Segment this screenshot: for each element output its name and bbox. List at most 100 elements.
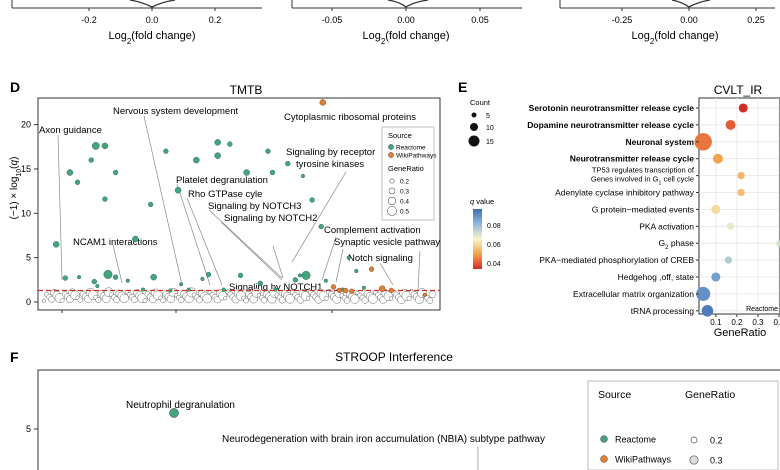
legend-d: Source Reactome WikiPathways GeneRatio 0… — [381, 126, 437, 221]
reactome-point — [174, 186, 182, 194]
y-tick-label: 5 — [26, 424, 31, 434]
volcano-curve — [671, 0, 711, 8]
reactome-point — [269, 169, 276, 176]
reactome-point — [297, 273, 302, 278]
legend-count-label: 15 — [486, 139, 494, 146]
legend-reactome-swatch — [388, 144, 394, 150]
panel-e: E CVLT_IR Count 5 10 15 q value — [458, 79, 780, 339]
reactome-point — [361, 285, 366, 290]
term-label: G protein−mediated events — [592, 204, 694, 214]
reactome-point — [132, 235, 139, 243]
panel-letter: E — [458, 79, 467, 95]
legend-wikipathways-swatch — [388, 152, 394, 158]
annotation-nbia: Neurodegeneration with brain iron accumu… — [222, 434, 545, 445]
tick-label: 0.00 — [397, 15, 415, 25]
legend-count-swatch — [468, 135, 480, 147]
x-axis: 0.1 0.2 0.3 0.4 — [696, 107, 780, 327]
legend-size-label: 0.3 — [400, 189, 409, 196]
q-tick-label: 0.08 — [487, 223, 501, 230]
tick-label: -0.05 — [322, 15, 343, 25]
term-label: tRNA processing — [631, 306, 695, 316]
reactome-point — [147, 201, 154, 208]
reactome-point — [179, 282, 184, 287]
legend-size-label: 0.3 — [710, 456, 723, 466]
term-labels: Serotonin neurotransmitter release cycle… — [527, 103, 695, 316]
tick-label: 0.05 — [471, 15, 489, 25]
tick-label: 0.0 — [146, 15, 159, 25]
annotation-rho-gtpase: Rho GTPase cyle — [188, 189, 262, 200]
nonsignificant-point — [113, 296, 120, 303]
wikipathways-point — [378, 285, 386, 292]
reactome-point — [257, 280, 263, 287]
gridlines — [699, 98, 780, 314]
reactome-point — [91, 142, 100, 150]
volcano-curve — [387, 0, 429, 8]
x-axis-label: Log2(fold change) — [108, 30, 195, 46]
reactome-point — [214, 139, 221, 146]
wikipathways-point — [330, 284, 337, 290]
reactome-point — [265, 148, 271, 154]
term-label: Extracellular matrix organization — [573, 289, 694, 299]
nonsignificant-point — [426, 297, 434, 304]
reactome-point — [292, 277, 299, 283]
reactome-point — [76, 275, 82, 280]
reactome-point — [309, 197, 315, 203]
reactome-point — [354, 268, 359, 274]
legend-count: Count 5 10 15 — [468, 98, 494, 147]
term-label: PKA−mediated phosphorylation of CREB — [539, 255, 694, 265]
legend-qvalue: q value 0.08 0.06 0.04 — [470, 197, 501, 269]
legend-wikipathways-swatch — [600, 455, 608, 463]
term-point — [724, 256, 733, 264]
label-connectors — [57, 115, 421, 291]
legend-count-label: 10 — [486, 125, 494, 132]
legend-count-swatch — [471, 112, 477, 118]
legend-wikipathways-label: WikiPathways — [396, 153, 437, 160]
reactome-point — [227, 141, 233, 147]
reactome-point — [125, 278, 130, 283]
reactome-point — [150, 273, 157, 281]
chart-title: TMTB — [230, 83, 263, 97]
reactome-point — [95, 283, 100, 289]
wikipathways-point — [368, 266, 375, 272]
reactome-point — [273, 287, 278, 292]
reactome-point — [91, 278, 97, 285]
legend-reactome-swatch — [600, 435, 608, 443]
nonsignificant-point — [428, 290, 437, 299]
term-point — [726, 222, 735, 230]
annotation-nervous-system: Nervous system development — [113, 106, 238, 117]
nonsignificant-point — [160, 297, 166, 304]
reactome-point — [285, 160, 291, 167]
nonsignificant-points — [41, 287, 437, 304]
x-tick-label: 0.2 — [731, 318, 743, 327]
legend-reactome-label: Reactome — [615, 435, 656, 445]
x-tick-label: 0.1 — [710, 318, 722, 327]
nonsignificant-point — [41, 298, 47, 303]
nonsignificant-point — [95, 297, 102, 303]
reactome-point — [301, 270, 311, 280]
top-plot-2: -0.05 0.00 0.05 Log2(fold change) — [291, 0, 522, 46]
nonsignificant-point — [142, 298, 148, 304]
legend-count-swatch — [470, 123, 478, 131]
legend-box — [587, 380, 779, 470]
term-label: Serotonin neurotransmitter release cycle — [529, 103, 695, 113]
legend-source-title: Source — [598, 389, 631, 401]
legend-size-label: 0.5 — [400, 209, 409, 216]
nonsignificant-point — [367, 293, 378, 304]
nonsignificant-point — [178, 297, 185, 304]
q-tick-label: 0.06 — [487, 242, 501, 249]
reactome-point — [102, 196, 108, 202]
legend-source-title: Source — [388, 131, 412, 140]
y-tick-label: 10 — [21, 208, 31, 218]
y-tick-label: 15 — [21, 164, 31, 174]
panel-letter: F — [10, 349, 19, 365]
tick-label: 0.25 — [747, 15, 765, 25]
legend-wikipathways-label: WikiPathways — [615, 455, 672, 465]
nonsignificant-point — [59, 298, 65, 303]
reactome-point — [243, 169, 250, 176]
y-tick-label: 5 — [26, 253, 31, 263]
reactome-point — [193, 156, 200, 164]
data-point-neutrophil — [169, 408, 179, 418]
annotation-synaptic-vesicle: Synaptic vesicle pathway — [334, 237, 440, 248]
reactome-point — [318, 223, 324, 230]
